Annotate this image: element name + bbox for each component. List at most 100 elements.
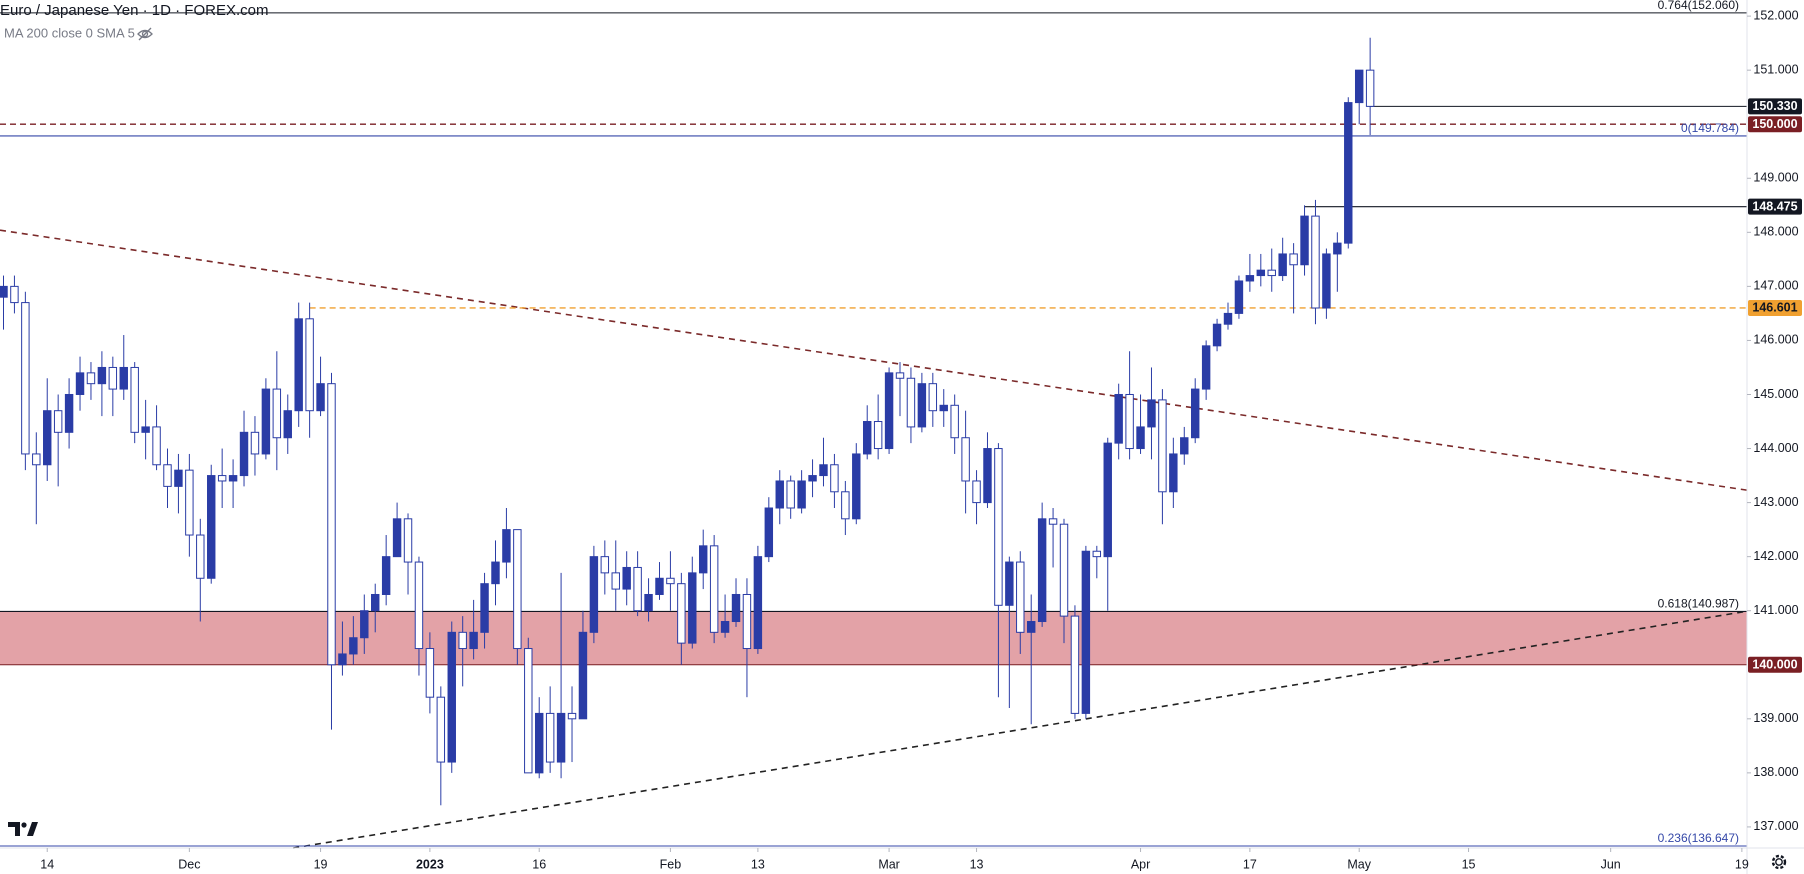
candle-body bbox=[327, 383, 336, 666]
candle-body bbox=[1333, 242, 1342, 255]
x-tick-label: 13 bbox=[970, 857, 984, 871]
candle-body bbox=[1005, 561, 1014, 606]
x-tick-label: Mar bbox=[878, 857, 900, 871]
candle-body bbox=[928, 383, 938, 412]
y-tick-label: 143.000 bbox=[1753, 495, 1798, 509]
y-tick-label: 146.000 bbox=[1753, 333, 1798, 347]
y-tick-label: 148.000 bbox=[1753, 225, 1798, 239]
candle-body bbox=[53, 410, 63, 433]
price-badge bbox=[1748, 198, 1802, 215]
settings-icon[interactable] bbox=[1771, 854, 1787, 870]
candle-body bbox=[174, 469, 183, 487]
y-tick-label: 138.000 bbox=[1753, 765, 1798, 779]
candle-body bbox=[1190, 388, 1200, 439]
candle-body bbox=[1070, 615, 1080, 714]
x-tick-label: 15 bbox=[1462, 857, 1476, 871]
logo-part bbox=[27, 822, 38, 836]
price-badge bbox=[1748, 656, 1802, 673]
y-tick-label: 142.000 bbox=[1753, 549, 1798, 563]
logo bbox=[8, 822, 38, 836]
candle-body bbox=[447, 631, 456, 763]
candle-body bbox=[797, 480, 806, 509]
candle-body bbox=[1026, 621, 1036, 633]
x-tick-label: Jun bbox=[1601, 857, 1621, 871]
x-tick-label: Feb bbox=[660, 857, 682, 871]
price-badge-label: 150.330 bbox=[1752, 99, 1797, 113]
candle-body bbox=[10, 285, 19, 304]
candle-body bbox=[1267, 269, 1276, 277]
candle-body bbox=[698, 545, 708, 574]
candle-body bbox=[994, 448, 1003, 606]
candle-body bbox=[1016, 561, 1025, 633]
candle-body bbox=[808, 475, 817, 482]
candle-body bbox=[141, 426, 150, 433]
chart-title: Euro / Japanese Yen · 1D · FOREX.com bbox=[0, 2, 268, 19]
candle-body bbox=[961, 437, 970, 482]
trend-line bbox=[0, 229, 1748, 491]
candle-body bbox=[32, 453, 41, 466]
candle-body bbox=[589, 556, 599, 633]
candle-body bbox=[852, 453, 861, 520]
price-badge-label: 150.000 bbox=[1752, 117, 1797, 131]
candle-body bbox=[611, 572, 620, 590]
candle-body bbox=[403, 518, 413, 563]
candle-body bbox=[1081, 550, 1091, 714]
candle-body bbox=[185, 469, 194, 536]
x-tick-label: May bbox=[1347, 857, 1371, 871]
indicator-label[interactable]: MA 200 close 0 SMA 5 bbox=[4, 25, 135, 40]
candle-body bbox=[130, 366, 139, 433]
candle-body bbox=[873, 421, 883, 450]
candle-body bbox=[414, 561, 424, 650]
candle-body bbox=[217, 475, 227, 482]
trend-line bbox=[293, 610, 1748, 849]
candle-body bbox=[64, 393, 74, 433]
candle-body bbox=[720, 621, 730, 633]
gear-center bbox=[1775, 858, 1783, 866]
candle-body bbox=[1114, 393, 1123, 444]
candle-body bbox=[1365, 69, 1375, 107]
candle-body bbox=[0, 285, 8, 298]
candle-body bbox=[228, 475, 238, 482]
candle-body bbox=[939, 404, 948, 412]
candle-body bbox=[513, 529, 522, 650]
candle-body bbox=[1256, 269, 1266, 277]
candle-body bbox=[1311, 215, 1320, 309]
candle-body bbox=[1201, 345, 1211, 390]
candle-body bbox=[21, 302, 30, 455]
x-tick-label: 17 bbox=[1243, 857, 1257, 871]
candle-body bbox=[688, 572, 697, 644]
candle-body bbox=[261, 388, 271, 455]
y-tick-label: 152.000 bbox=[1753, 8, 1798, 22]
x-tick-label: 16 bbox=[532, 857, 546, 871]
candle-body bbox=[502, 529, 511, 563]
price-badge bbox=[1748, 299, 1802, 316]
candle-body bbox=[338, 653, 347, 666]
candle-body bbox=[1278, 253, 1287, 277]
candle-body bbox=[305, 318, 314, 412]
candle-body bbox=[666, 577, 675, 585]
candle-body bbox=[163, 464, 172, 487]
candle-body bbox=[316, 383, 325, 412]
candle-body bbox=[786, 480, 795, 509]
candle-body bbox=[1300, 215, 1309, 266]
gear-teeth bbox=[1771, 854, 1787, 870]
candle-body bbox=[349, 637, 358, 655]
candle-body bbox=[655, 577, 664, 595]
visibility-icon[interactable] bbox=[137, 27, 153, 41]
axes: 137.000 138.000 139.000 141.000 142.000 143.0… bbox=[40, 8, 1802, 871]
candle-body bbox=[862, 421, 872, 455]
x-tick-label: 2023 bbox=[416, 857, 444, 871]
zone bbox=[0, 611, 1747, 665]
candle-body bbox=[239, 431, 249, 477]
candle-body bbox=[97, 366, 107, 385]
candle-body bbox=[1103, 442, 1112, 558]
candle-body bbox=[545, 712, 555, 763]
candle-body bbox=[884, 372, 894, 450]
eye-pupil bbox=[141, 30, 149, 38]
candle-body bbox=[207, 475, 216, 579]
price-badge bbox=[1748, 98, 1802, 115]
candle-body bbox=[108, 366, 118, 390]
candle-body bbox=[86, 372, 96, 385]
candle-body bbox=[360, 610, 369, 639]
